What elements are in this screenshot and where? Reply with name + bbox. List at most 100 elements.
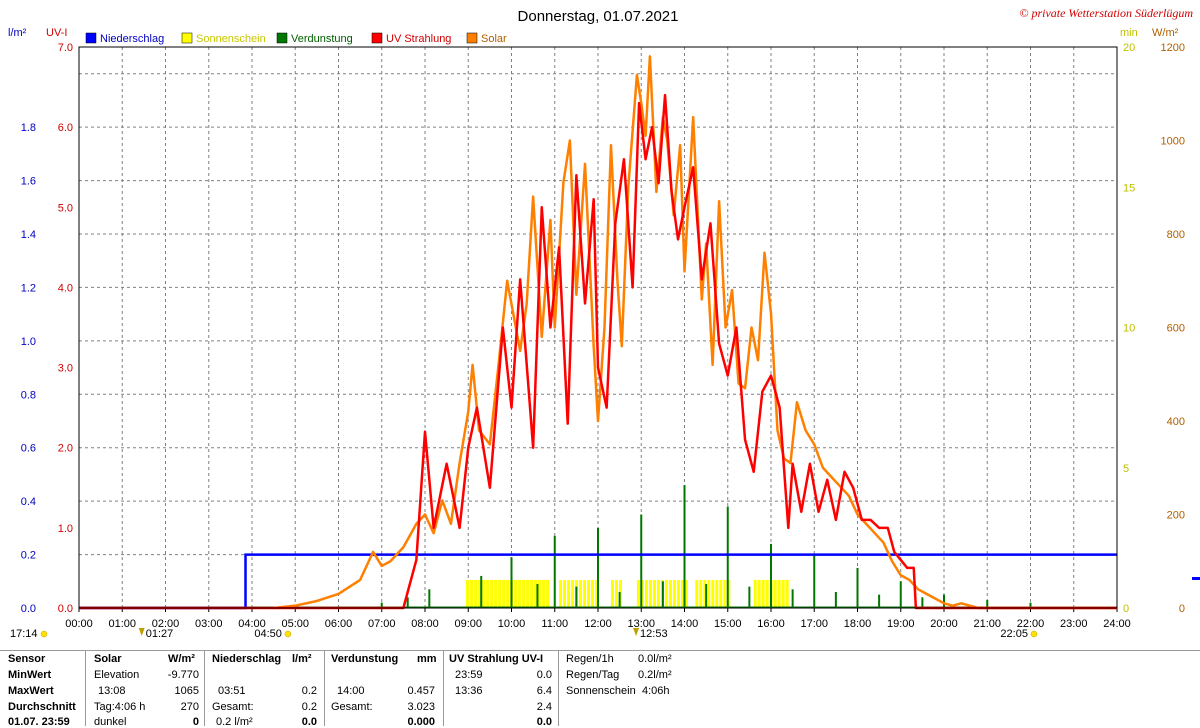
- legend-label: UV Strahlung: [386, 33, 451, 45]
- sunshine-bar: [753, 579, 757, 608]
- uv-r2a: 13:36: [455, 685, 483, 697]
- left-inner-tick-label: 6.0: [58, 122, 73, 134]
- sunshine-bar: [668, 579, 672, 608]
- uv-r3b: 2.4: [536, 701, 552, 713]
- sunshine-bar: [486, 579, 490, 608]
- right-inner-tick-label: 20: [1123, 42, 1135, 54]
- x-tick-label: 20:00: [930, 618, 958, 630]
- regen-r3a: Sonnenschein: [566, 685, 636, 697]
- weather-chart: 00:00 01:00 02:00 03:00 04:00 05:00 06:00 07:00…: [8, 6, 1200, 640]
- right-inner-tick-label: 0: [1123, 603, 1129, 615]
- right-outer-tick-label: 400: [1167, 416, 1185, 428]
- rain-r3a: Gesamt:: [212, 701, 254, 713]
- solar-r3a: Tag:4:06 h: [94, 701, 146, 713]
- sunshine-bar: [777, 579, 781, 608]
- solar-line: [273, 55, 1117, 610]
- col-sep: [558, 650, 559, 726]
- sunshine-bar: [684, 579, 688, 608]
- rain-r3b: 0.2: [301, 701, 317, 713]
- solar-r4b: 0: [192, 716, 199, 728]
- regen-r2b: 0.2l/m²: [638, 669, 672, 681]
- sunshine-bar: [506, 579, 510, 608]
- arrow-icon: [633, 628, 640, 636]
- left-outer-tick-label: 0.2: [21, 550, 36, 562]
- regen-r1b: 0.0l/m²: [638, 653, 672, 665]
- evap-r4b: 0.000: [407, 716, 435, 728]
- x-tick-label: 15:00: [714, 618, 742, 630]
- sunshine-bar: [542, 579, 546, 608]
- x-tick-label: 14:00: [671, 618, 699, 630]
- legend-label: Verdunstung: [291, 33, 353, 45]
- left-inner-tick-label: 0.0: [58, 603, 73, 615]
- rain-r2b: 0.2: [301, 685, 317, 697]
- x-tick-label: 19:00: [887, 618, 915, 630]
- sunshine-bar: [466, 579, 470, 608]
- uv-r1b: 0.0: [536, 669, 552, 681]
- sunshine-bar: [672, 579, 676, 608]
- sunshine-bar: [719, 579, 723, 608]
- left-inner-tick-label: 4.0: [58, 282, 73, 294]
- sun-icon: [40, 630, 48, 638]
- legend-swatch: [85, 32, 97, 44]
- left-inner-tick-label: 2.0: [58, 443, 73, 455]
- sunshine-bar: [781, 579, 785, 608]
- evap-r2b: 0.457: [407, 685, 435, 697]
- x-tick-label: 17:00: [800, 618, 828, 630]
- left-inner-tick-label: 5.0: [58, 202, 73, 214]
- left-outer-unit: l/m²: [8, 27, 27, 39]
- sunshine-bar: [571, 579, 575, 608]
- sunshine-bar: [559, 579, 563, 608]
- rain-r2a: 03:51: [218, 685, 246, 697]
- evap-unit: mm: [417, 653, 437, 665]
- solar-r3b: 270: [180, 701, 199, 713]
- right-outer-tick-label: 1000: [1161, 136, 1185, 148]
- sunshine-bar: [579, 579, 583, 608]
- sunshine-bar: [676, 579, 680, 608]
- sun-time-label: 12:53: [640, 628, 668, 640]
- sun-icon: [1030, 630, 1038, 638]
- sunshine-bar: [474, 579, 478, 608]
- sunshine-bar: [644, 579, 648, 608]
- sunshine-bar: [583, 579, 587, 608]
- sunshine-bar: [715, 579, 719, 608]
- sunshine-bar: [567, 579, 571, 608]
- uv-line: [79, 93, 1117, 610]
- legend-swatch: [371, 32, 383, 44]
- x-tick-label: 24:00: [1103, 618, 1131, 630]
- sunshine-bar: [522, 579, 526, 608]
- sunshine-bar: [680, 579, 684, 608]
- evap-r2a: 14:00: [337, 685, 365, 697]
- solar-title: Solar: [94, 653, 122, 665]
- evap-r3b: 3.023: [407, 701, 435, 713]
- x-tick-label: 16:00: [757, 618, 785, 630]
- sunshine-bar: [494, 579, 498, 608]
- legend-label: Solar: [481, 33, 507, 45]
- legend-swatch: [181, 32, 193, 44]
- left-inner-tick-label: 1.0: [58, 523, 73, 535]
- x-tick-label: 07:00: [368, 618, 396, 630]
- sun-icon: [284, 630, 292, 638]
- plot-frame: [78, 46, 1118, 609]
- x-tick-label: 23:00: [1060, 618, 1088, 630]
- axis-labels: 00:00 01:00 02:00 03:00 04:00 05:00 06:00 07:00…: [8, 27, 1185, 630]
- left-inner-unit: UV-I: [46, 27, 67, 39]
- sunshine-bar: [765, 579, 769, 608]
- solar-r2a: 13:08: [98, 685, 126, 697]
- sun-time-label: 22:05: [1000, 628, 1028, 640]
- right-outer-tick-label: 200: [1167, 510, 1185, 522]
- right-inner-tick-label: 5: [1123, 463, 1129, 475]
- copyright: © private Wetterstation Süderlügum: [1019, 6, 1193, 20]
- rain-unit: l/m²: [292, 653, 312, 665]
- left-outer-tick-label: 0.8: [21, 389, 36, 401]
- sunshine-bar: [546, 579, 550, 608]
- sunshine-bar: [785, 579, 789, 608]
- sunshine-bar: [695, 579, 699, 608]
- x-tick-label: 09:00: [454, 618, 482, 630]
- sunshine-bar: [482, 579, 486, 608]
- right-inner-tick-label: 15: [1123, 182, 1135, 194]
- left-outer-tick-label: 1.8: [21, 122, 36, 134]
- regen-r2a: Regen/Tag: [566, 669, 620, 681]
- sunshine-bar: [478, 579, 482, 608]
- solar-unit: W/m²: [168, 653, 195, 665]
- rain-r4a: 0.2 l/m²: [216, 716, 253, 728]
